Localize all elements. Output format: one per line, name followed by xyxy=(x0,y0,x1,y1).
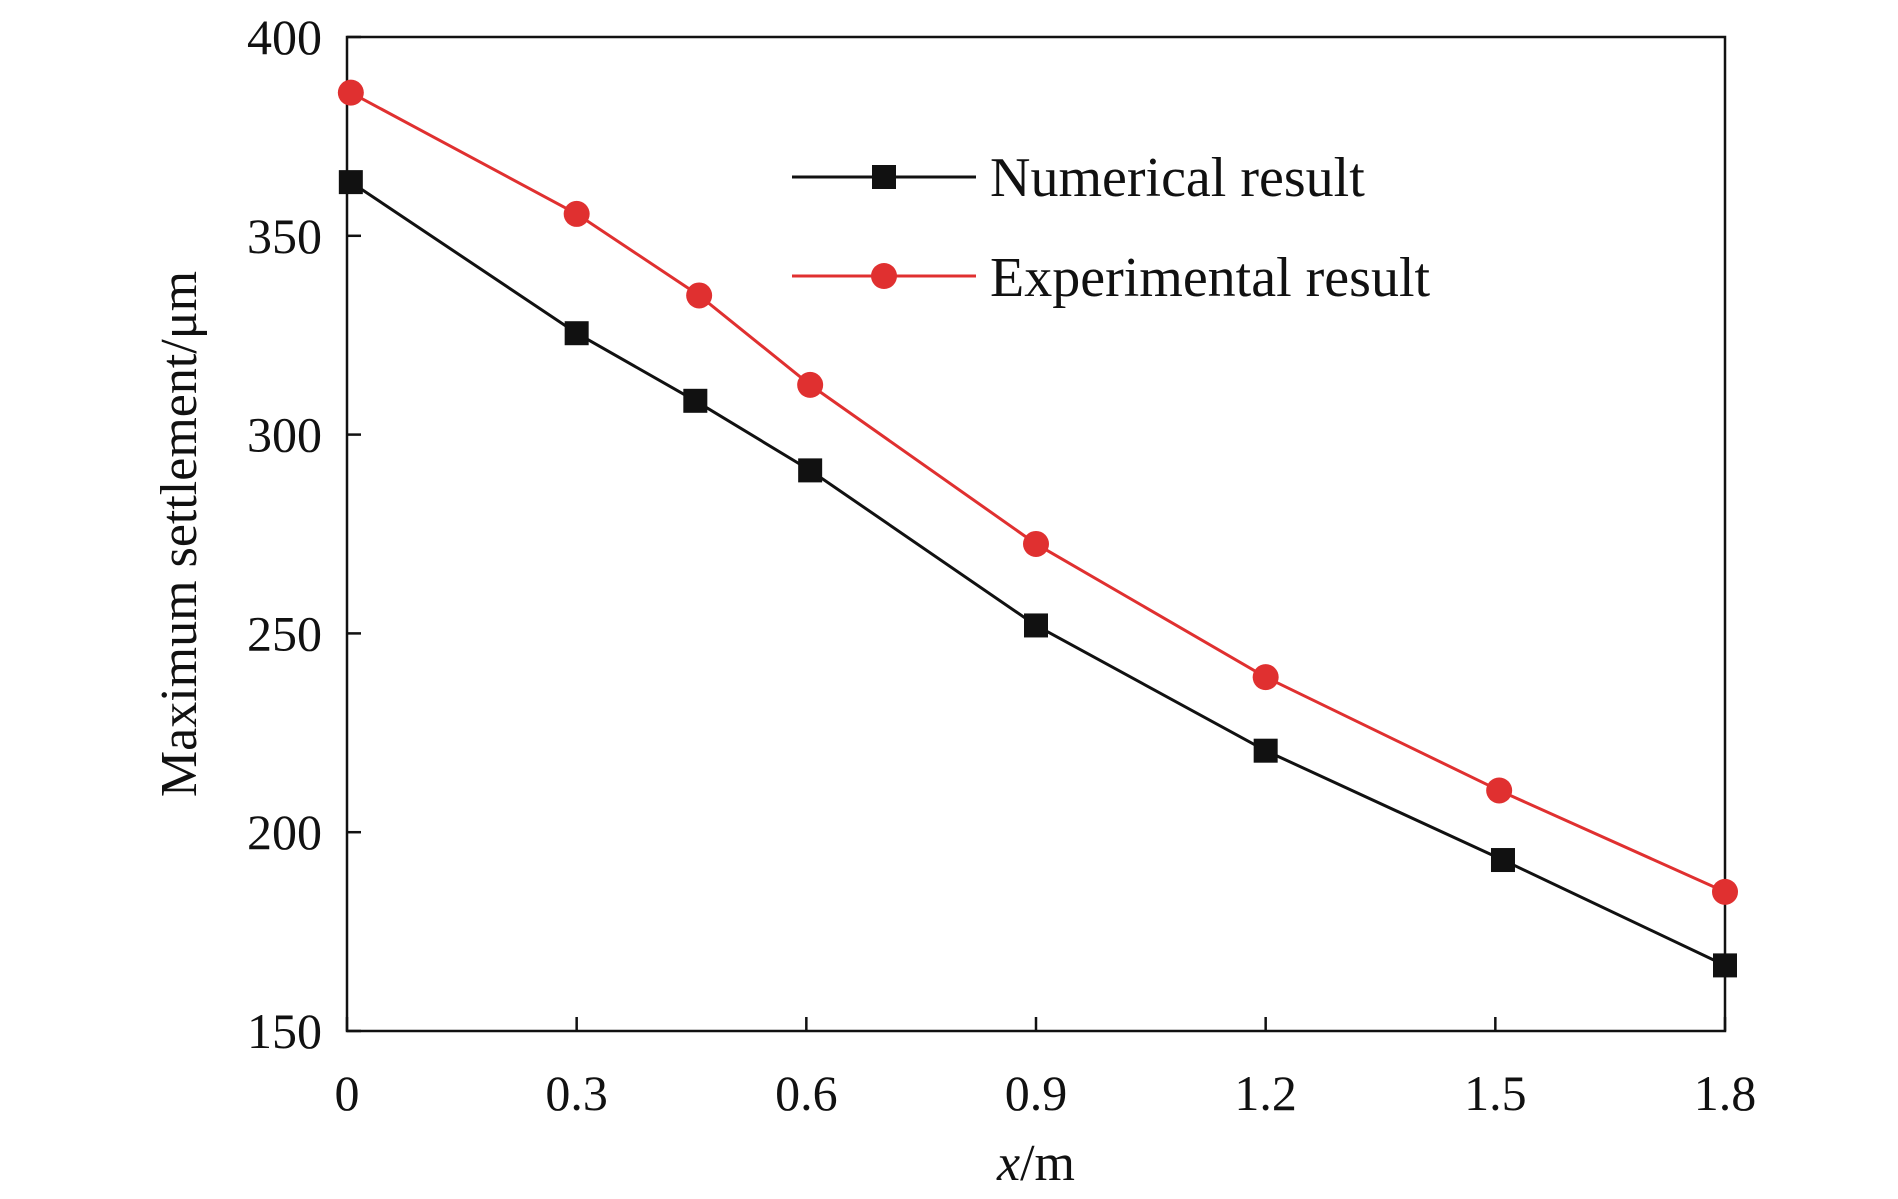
x-tick-label: 0.3 xyxy=(545,1065,608,1121)
legend: Numerical result Experimental result xyxy=(792,147,1431,309)
legend-marker-numerical xyxy=(872,165,896,189)
x-tick-label: 0.6 xyxy=(775,1065,838,1121)
x-tick-label: 1.8 xyxy=(1694,1065,1757,1121)
data-point-numerical xyxy=(1490,848,1515,873)
y-tick-label: 300 xyxy=(247,407,322,463)
y-tick-label: 250 xyxy=(247,605,322,661)
y-tick-label: 200 xyxy=(247,804,322,860)
x-tick-label: 1.5 xyxy=(1464,1065,1527,1121)
data-point-numerical xyxy=(564,321,589,346)
x-axis: 0 0.3 0.6 0.9 1.2 1.5 1.8 xyxy=(335,1017,1757,1121)
data-point-numerical xyxy=(338,170,363,195)
x-tick-label: 1.2 xyxy=(1234,1065,1297,1121)
y-tick-label: 400 xyxy=(247,9,322,65)
legend-label-numerical: Numerical result xyxy=(990,147,1365,209)
data-point-experimental xyxy=(686,282,713,309)
legend-label-experimental: Experimental result xyxy=(990,247,1431,309)
x-tick-label: 0.9 xyxy=(1005,1065,1068,1121)
y-tick-label: 350 xyxy=(247,208,322,264)
x-axis-title-variable: x xyxy=(996,1135,1020,1192)
data-point-experimental xyxy=(337,79,364,106)
data-point-experimental xyxy=(563,200,590,227)
data-point-experimental xyxy=(797,371,824,398)
data-point-numerical xyxy=(1713,953,1737,978)
y-tick-label: 150 xyxy=(247,1003,322,1059)
data-point-experimental xyxy=(1486,777,1513,804)
data-point-numerical xyxy=(798,458,823,483)
y-axis: 150 200 250 300 350 400 xyxy=(247,9,361,1059)
data-point-numerical xyxy=(1253,738,1278,763)
x-axis-title: x/m xyxy=(996,1135,1075,1192)
x-axis-title-unit: /m xyxy=(1020,1135,1075,1192)
y-axis-title: Maximum settlement/μm xyxy=(151,271,208,797)
data-point-numerical xyxy=(1024,613,1048,638)
data-point-numerical xyxy=(683,388,708,413)
data-point-experimental xyxy=(1712,878,1738,905)
series-line-experimental xyxy=(350,91,1726,894)
series-layer xyxy=(337,79,1738,978)
data-point-experimental xyxy=(1252,664,1279,691)
x-tick-label: 0 xyxy=(335,1065,360,1121)
legend-marker-experimental xyxy=(871,263,897,289)
series-line-numerical xyxy=(349,180,1726,967)
data-point-experimental xyxy=(1023,530,1049,557)
